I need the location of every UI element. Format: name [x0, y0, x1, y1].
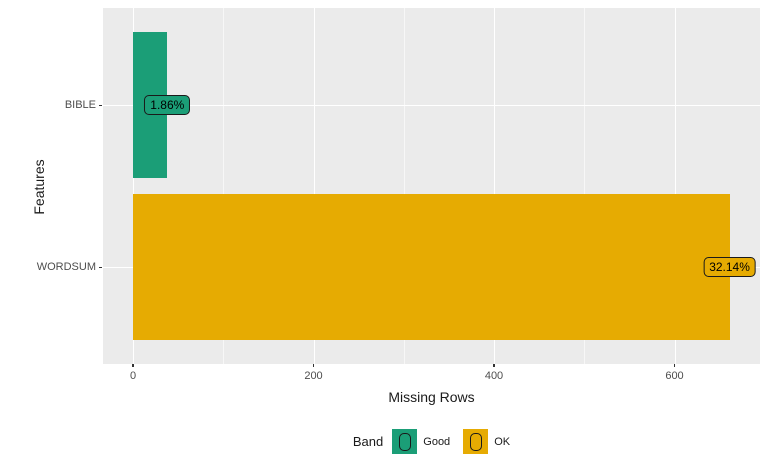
- x-tick-mark: [673, 364, 676, 367]
- x-tick-mark: [493, 364, 495, 367]
- y-tick-label-bible: BIBLE: [64, 99, 96, 111]
- y-tick-label-wordsum: WORDSUM: [36, 261, 96, 273]
- legend-label-good: Good: [423, 435, 451, 448]
- y-tick-mark: [98, 266, 102, 269]
- plot-panel: 1.86% 32.14%: [103, 8, 760, 364]
- x-tick-label-600: 600: [665, 370, 684, 382]
- major-gridline-vertical: [674, 8, 676, 364]
- legend-title: Band: [352, 434, 384, 449]
- legend: Band Good OK: [103, 429, 760, 454]
- x-axis-title: Missing Rows: [388, 389, 475, 405]
- legend-key-ok: [463, 429, 489, 454]
- bar-label-bible: 1.86%: [144, 95, 191, 115]
- legend-key-good: [392, 429, 418, 454]
- legend-label-ok: OK: [494, 435, 511, 448]
- major-gridline-vertical: [313, 8, 315, 364]
- minor-gridline: [403, 8, 405, 364]
- major-gridline-horizontal: [103, 105, 760, 107]
- x-tick-label-200: 200: [304, 370, 323, 382]
- bar-wordsum: 32.14%: [133, 194, 756, 340]
- y-tick-mark: [98, 104, 102, 107]
- label-key-icon: [398, 432, 411, 451]
- x-tick-mark: [132, 364, 134, 367]
- x-tick-label-400: 400: [484, 370, 504, 382]
- x-tick-mark: [312, 364, 315, 367]
- minor-gridline: [223, 8, 225, 364]
- bar-bible: 1.86%: [133, 32, 191, 178]
- major-gridline-vertical: [133, 8, 135, 364]
- bar-label-wordsum: 32.14%: [703, 257, 756, 277]
- x-tick-label-0: 0: [129, 370, 137, 382]
- label-key-icon: [469, 432, 482, 451]
- minor-gridline: [584, 8, 586, 364]
- major-gridline-vertical: [494, 8, 496, 364]
- y-axis-title: Features: [31, 159, 47, 215]
